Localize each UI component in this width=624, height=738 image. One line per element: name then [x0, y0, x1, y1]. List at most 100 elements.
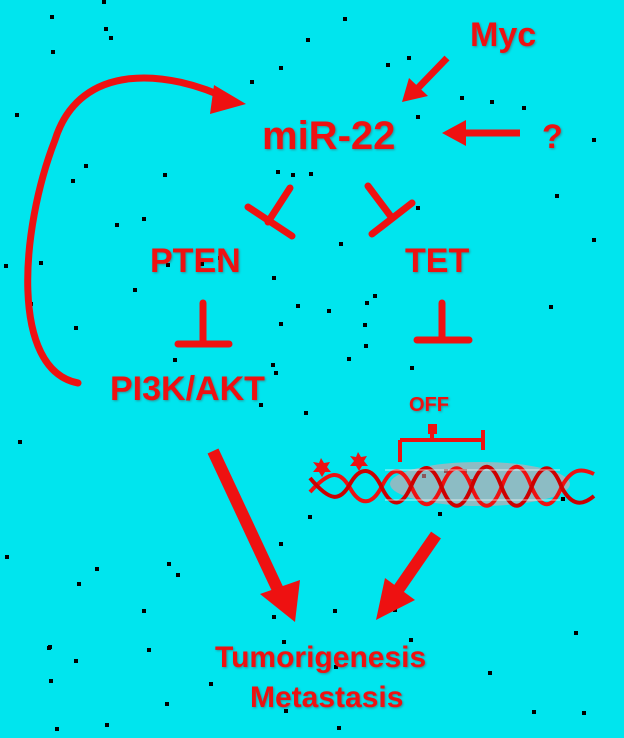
- noise-dot: [592, 238, 596, 242]
- noise-dot: [209, 682, 213, 686]
- noise-dot: [49, 679, 53, 683]
- noise-dot: [339, 242, 343, 246]
- noise-dot: [47, 646, 51, 650]
- noise-dot: [50, 15, 54, 19]
- noise-dot: [373, 294, 377, 298]
- noise-dot: [363, 323, 367, 327]
- noise-dot: [274, 371, 278, 375]
- noise-dot: [163, 173, 167, 177]
- noise-dot: [4, 264, 8, 268]
- star-icon: [350, 452, 368, 471]
- noise-dot: [109, 36, 113, 40]
- off-marker: [428, 424, 437, 434]
- noise-dot: [51, 50, 55, 54]
- feedback-loop-arrow: [24, 74, 234, 387]
- noise-dot: [147, 648, 151, 652]
- noise-dot: [142, 609, 146, 613]
- noise-dot: [343, 17, 347, 21]
- noise-dot: [438, 512, 442, 516]
- mir22-label: miR-22: [262, 114, 396, 158]
- mir22-tet-inhibit-line: [364, 182, 396, 222]
- noise-dot: [279, 66, 283, 70]
- noise-dot: [55, 727, 59, 731]
- noise-dot: [276, 170, 280, 174]
- noise-dot: [77, 582, 81, 586]
- star-icon: [313, 458, 331, 477]
- noise-dot: [250, 80, 254, 84]
- noise-dot: [282, 640, 286, 644]
- noise-dot: [549, 305, 553, 309]
- off-bracket: [398, 426, 485, 462]
- mir22-tet-inhibit-bar: [368, 199, 416, 238]
- noise-dot: [555, 194, 559, 198]
- pi3k-tumor-arrow: [207, 448, 284, 593]
- noise-dot: [304, 411, 308, 415]
- noise-dot: [334, 665, 338, 669]
- noise-dot: [74, 659, 78, 663]
- noise-dot: [74, 326, 78, 330]
- noise-dot: [488, 671, 492, 675]
- noise-dot: [306, 38, 310, 42]
- noise-dot: [133, 288, 137, 292]
- noise-dot: [5, 555, 9, 559]
- noise-dot: [308, 515, 312, 519]
- dna-helix-icon: [308, 462, 596, 508]
- noise-dot: [327, 309, 331, 313]
- noise-dot: [407, 56, 411, 60]
- pten-label: PTEN: [150, 242, 241, 280]
- noise-dot: [218, 256, 222, 260]
- noise-dot: [142, 217, 146, 221]
- tumorigenesis-label: Tumorigenesis: [215, 641, 427, 674]
- mir22-pten-inhibit-bar: [244, 203, 296, 240]
- myc-arrow: [415, 55, 450, 91]
- noise-dot: [105, 723, 109, 727]
- noise-dot: [167, 562, 171, 566]
- pi3k-akt-label: PI3K/AKT: [110, 370, 265, 408]
- feedback-arrowhead: [210, 85, 246, 114]
- noise-dot: [115, 223, 119, 227]
- noise-dot: [279, 542, 283, 546]
- noise-dot: [347, 357, 351, 361]
- noise-dot: [561, 497, 565, 501]
- noise-dot: [416, 115, 420, 119]
- noise-dot: [522, 106, 526, 110]
- noise-dot: [296, 304, 300, 308]
- noise-dot: [582, 711, 586, 715]
- noise-dot: [460, 96, 464, 100]
- noise-dot: [176, 573, 180, 577]
- noise-dot: [279, 322, 283, 326]
- unknown-upstream-label: ?: [542, 118, 563, 156]
- noise-dot: [386, 63, 390, 67]
- noise-dot: [18, 440, 22, 444]
- myc-label: Myc: [470, 16, 537, 54]
- noise-dot: [173, 358, 177, 362]
- unknown-arrowhead: [442, 120, 466, 146]
- noise-dot: [291, 173, 295, 177]
- noise-dot: [337, 726, 341, 730]
- noise-dot: [490, 100, 494, 104]
- noise-dot: [15, 113, 19, 117]
- mir22-pten-inhibit-line: [264, 184, 294, 226]
- noise-dot: [71, 179, 75, 183]
- noise-dot: [410, 366, 414, 370]
- noise-dot: [365, 301, 369, 305]
- noise-dot: [166, 263, 170, 267]
- noise-dot: [309, 172, 313, 176]
- tet-label: TET: [405, 242, 470, 280]
- noise-dot: [102, 0, 106, 4]
- noise-dot: [39, 261, 43, 265]
- noise-dot: [200, 262, 204, 266]
- noise-dot: [364, 344, 368, 348]
- noise-dot: [592, 138, 596, 142]
- off-label: OFF: [409, 394, 449, 416]
- noise-dot: [259, 403, 263, 407]
- noise-dot: [104, 27, 108, 31]
- myc-arrowhead: [402, 78, 428, 102]
- noise-dot: [532, 710, 536, 714]
- noise-dot: [409, 638, 413, 642]
- noise-dot: [95, 567, 99, 571]
- noise-dot: [416, 206, 420, 210]
- metastasis-label: Metastasis: [250, 681, 404, 714]
